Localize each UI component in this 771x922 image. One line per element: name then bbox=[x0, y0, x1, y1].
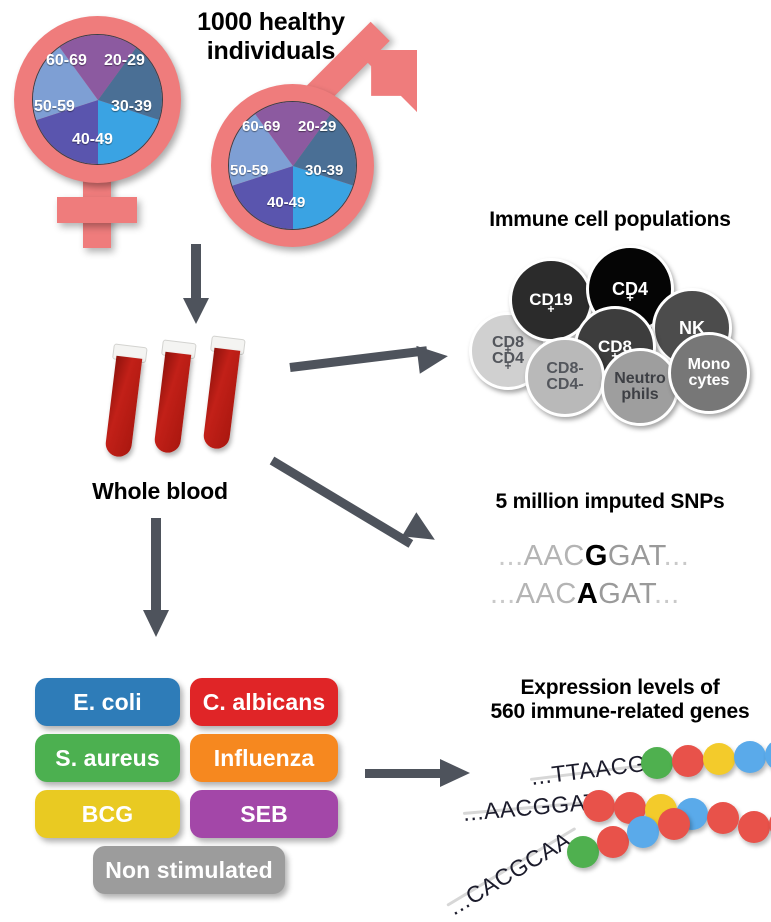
arrow-blood-to-stimuli bbox=[143, 518, 169, 638]
expression-dot bbox=[658, 808, 690, 840]
arrow-blood-to-snps bbox=[269, 452, 457, 557]
strand-sequence: ...AACGGAT bbox=[461, 788, 600, 826]
snp-suffix-dots: ... bbox=[654, 578, 680, 610]
expression-dot bbox=[707, 802, 739, 834]
expression-dot bbox=[641, 747, 673, 779]
expression-title: Expression levels of 560 immune-related … bbox=[470, 676, 770, 724]
age-label-50-59: 50-59 bbox=[34, 98, 75, 115]
stimulus-seb[interactable]: SEB bbox=[190, 790, 338, 838]
arrow-cohort-to-blood bbox=[183, 244, 209, 324]
snp-suffix-dots: ... bbox=[663, 540, 690, 572]
snp-post-bases: GAT bbox=[598, 578, 655, 610]
expression-dot bbox=[734, 741, 766, 773]
age-label-20-29: 20-29 bbox=[298, 118, 337, 135]
cd8p-cd4p-line2: CD4 + bbox=[491, 350, 524, 374]
cohort-title-line2: individuals bbox=[206, 36, 336, 65]
expression-dot bbox=[672, 745, 704, 777]
stimulus-non-stimulated[interactable]: Non stimulated bbox=[93, 846, 285, 894]
blood-tube bbox=[149, 339, 197, 455]
immune-populations-title: Immune cell populations bbox=[489, 208, 731, 231]
age-label-30-39: 30-39 bbox=[111, 98, 152, 115]
female-age-pie bbox=[32, 34, 163, 165]
blood-tube bbox=[100, 343, 148, 459]
cohort-title-line1: 1000 healthy bbox=[197, 8, 345, 36]
immune-cell-cluster: CD8+ CD4+ CD19+ CD4+ NK CD8+ CD8- CD4- N… bbox=[455, 240, 765, 426]
snp-prefix-dots: ... bbox=[490, 578, 516, 610]
strand-sequence: ...CACGCAA bbox=[443, 826, 576, 921]
expression-dot bbox=[769, 808, 771, 840]
expression-dot bbox=[583, 790, 615, 822]
age-label-60-69: 60-69 bbox=[46, 52, 87, 69]
age-label-40-49: 40-49 bbox=[267, 194, 306, 211]
age-label-60-69: 60-69 bbox=[242, 118, 281, 135]
stimulus-c-albicans[interactable]: C. albicans bbox=[190, 678, 338, 726]
immune-cell-neutrophils: Neutro phils bbox=[601, 348, 679, 426]
snp-prefix-dots: ... bbox=[498, 540, 524, 572]
cohort-title: 1000 healthy individuals bbox=[176, 8, 366, 65]
expression-dot bbox=[765, 739, 771, 771]
expression-dot bbox=[627, 816, 659, 848]
expression-title-line2: 560 immune-related genes bbox=[490, 699, 750, 723]
snp-post-bases: GAT bbox=[607, 540, 664, 572]
immune-cell-cd8n-cd4n: CD8- CD4- bbox=[525, 337, 605, 417]
age-label-20-29: 20-29 bbox=[104, 52, 145, 69]
snp-highlight-base: G bbox=[584, 540, 608, 572]
arrow-blood-to-immune bbox=[289, 338, 455, 380]
stimulus-s-aureus[interactable]: S. aureus bbox=[35, 734, 180, 782]
snps-title: 5 million imputed SNPs bbox=[495, 490, 725, 513]
male-gender-symbol: 20-29 30-39 40-49 50-59 60-69 bbox=[205, 21, 420, 250]
female-gender-symbol: 20-29 30-39 40-49 50-59 60-69 bbox=[10, 14, 195, 249]
expression-dot bbox=[597, 826, 629, 858]
snp-pre-bases: AAC bbox=[523, 540, 585, 572]
stimulus-bcg[interactable]: BCG bbox=[35, 790, 180, 838]
age-label-40-49: 40-49 bbox=[72, 131, 113, 148]
whole-blood-tubes bbox=[104, 335, 280, 465]
snp-highlight-base: A bbox=[576, 578, 599, 610]
expression-dot bbox=[738, 811, 770, 843]
age-label-30-39: 30-39 bbox=[305, 162, 344, 179]
male-age-pie bbox=[228, 101, 357, 230]
expression-dot bbox=[567, 836, 599, 868]
snp-pre-bases: AAC bbox=[515, 578, 577, 610]
blood-tube bbox=[198, 335, 246, 451]
snp-sequence-row: ...AACGGAT... bbox=[498, 540, 689, 573]
stimuli-panel: E. coli C. albicans S. aureus Influenza … bbox=[35, 678, 345, 894]
immune-cell-monocytes: Mono cytes bbox=[668, 332, 750, 414]
cd8p-cd4p-line1: CD8 + bbox=[491, 333, 524, 357]
arrow-stimuli-to-expression bbox=[365, 758, 480, 788]
age-label-50-59: 50-59 bbox=[230, 162, 269, 179]
gene-expression-strands: ...TTAACGG ...AACGGAT ...CACGCAA bbox=[443, 736, 771, 920]
stimulus-influenza[interactable]: Influenza bbox=[190, 734, 338, 782]
stimulus-e-coli[interactable]: E. coli bbox=[35, 678, 180, 726]
whole-blood-label: Whole blood bbox=[92, 478, 228, 504]
female-symbol-crossbar bbox=[57, 197, 137, 223]
expression-dot bbox=[703, 743, 735, 775]
expression-title-line1: Expression levels of bbox=[520, 676, 720, 699]
snp-sequence-row: ...AACAGAT... bbox=[490, 578, 680, 611]
